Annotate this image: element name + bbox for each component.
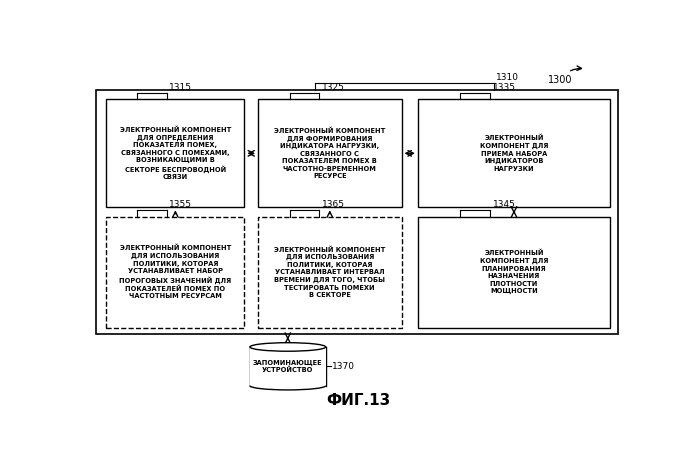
Text: ЭЛЕКТРОННЫЙ
КОМПОНЕНТ ДЛЯ
ПЛАНИРОВАНИЯ
НАЗНАЧЕНИЯ
ПЛОТНОСТИ
МОЩНОСТИ: ЭЛЕКТРОННЫЙ КОМПОНЕНТ ДЛЯ ПЛАНИРОВАНИЯ Н…	[480, 250, 548, 294]
Text: 1355: 1355	[169, 200, 192, 209]
Text: ЭЛЕКТРОННЫЙ КОМПОНЕНТ
ДЛЯ ФОРМИРОВАНИЯ
ИНДИКАТОРА НАГРУЗКИ,
СВЯЗАННОГО С
ПОКАЗАТ: ЭЛЕКТРОННЫЙ КОМПОНЕНТ ДЛЯ ФОРМИРОВАНИЯ И…	[274, 127, 385, 179]
Text: 1315: 1315	[169, 83, 192, 92]
Bar	[258, 99, 401, 207]
Bar	[96, 90, 618, 334]
Text: ЭЛЕКТРОННЫЙ КОМПОНЕНТ
ДЛЯ ИСПОЛЬЗОВАНИЯ
ПОЛИТИКИ, КОТОРАЯ
УСТАНАВЛИВАЕТ НАБОР
ПО: ЭЛЕКТРОННЫЙ КОМПОНЕНТ ДЛЯ ИСПОЛЬЗОВАНИЯ …	[120, 245, 231, 299]
Text: 1300: 1300	[548, 66, 582, 85]
Bar	[106, 217, 245, 328]
Text: ЭЛЕКТРОННЫЙ КОМПОНЕНТ
ДЛЯ ИСПОЛЬЗОВАНИЯ
ПОЛИТИКИ, КОТОРАЯ
УСТАНАВЛИВАЕТ ИНТЕРВАЛ: ЭЛЕКТРОННЫЙ КОМПОНЕНТ ДЛЯ ИСПОЛЬЗОВАНИЯ …	[274, 246, 385, 298]
Text: ЗАПОМИНАЮЩЕЕ
УСТРОЙСТВО: ЗАПОМИНАЮЩЕЕ УСТРОЙСТВО	[253, 359, 323, 373]
Bar	[418, 99, 610, 207]
Text: 1310: 1310	[496, 73, 519, 82]
Text: 1335: 1335	[493, 83, 516, 92]
Text: 1325: 1325	[322, 83, 345, 92]
Text: 1365: 1365	[322, 200, 345, 209]
Text: 1370: 1370	[332, 362, 355, 371]
Ellipse shape	[250, 343, 326, 351]
Text: 1345: 1345	[493, 200, 516, 209]
Text: ФИГ.13: ФИГ.13	[326, 393, 390, 409]
Bar	[106, 99, 245, 207]
Text: ЭЛЕКТРОННЫЙ КОМПОНЕНТ
ДЛЯ ОПРЕДЕЛЕНИЯ
ПОКАЗАТЕЛЯ ПОМЕХ,
СВЯЗАННОГО С ПОМЕХАМИ,
В: ЭЛЕКТРОННЫЙ КОМПОНЕНТ ДЛЯ ОПРЕДЕЛЕНИЯ ПО…	[120, 126, 231, 180]
Bar	[250, 347, 326, 386]
Text: ЭЛЕКТРОННЫЙ
КОМПОНЕНТ ДЛЯ
ПРИЕМА НАБОРА
ИНДИКАТОРОВ
НАГРУЗКИ: ЭЛЕКТРОННЫЙ КОМПОНЕНТ ДЛЯ ПРИЕМА НАБОРА …	[480, 135, 548, 172]
Bar	[258, 217, 401, 328]
Bar	[418, 217, 610, 328]
